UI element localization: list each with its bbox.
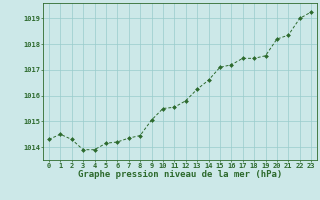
X-axis label: Graphe pression niveau de la mer (hPa): Graphe pression niveau de la mer (hPa) [78, 170, 282, 179]
